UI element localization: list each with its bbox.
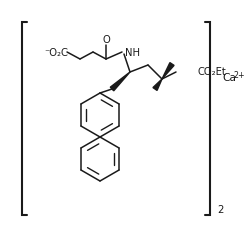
Text: 2+: 2+	[233, 70, 244, 79]
Text: NH: NH	[125, 48, 140, 58]
Polygon shape	[153, 80, 162, 91]
Text: O: O	[102, 35, 110, 45]
Text: Ca: Ca	[222, 73, 236, 83]
Text: ⁻O₂C: ⁻O₂C	[44, 48, 68, 58]
Polygon shape	[110, 73, 130, 91]
Text: 2: 2	[217, 204, 223, 214]
Polygon shape	[162, 63, 174, 80]
Text: CO₂Et: CO₂Et	[198, 67, 227, 77]
